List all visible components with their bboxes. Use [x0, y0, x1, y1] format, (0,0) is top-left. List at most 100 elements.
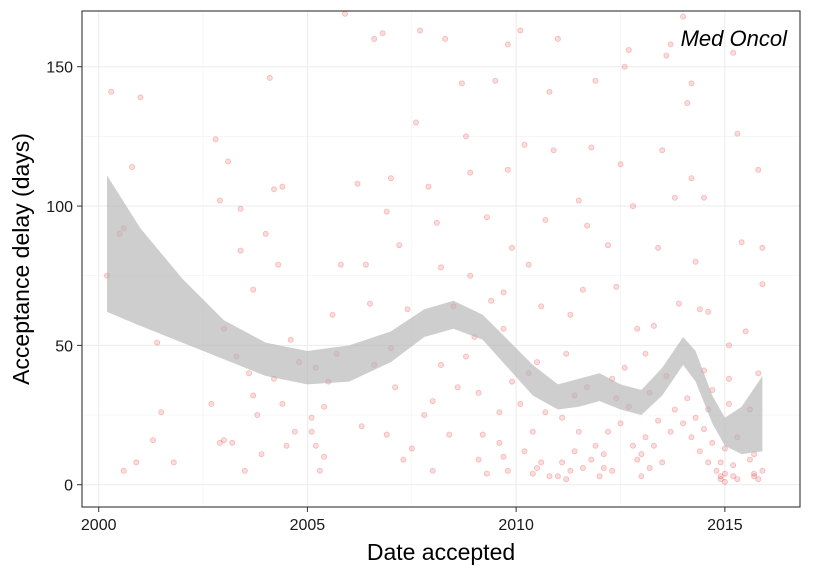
data-point	[312, 442, 319, 449]
data-point	[225, 158, 232, 165]
data-point	[287, 336, 294, 343]
data-point	[721, 470, 728, 477]
data-point	[316, 467, 323, 474]
y-tick-label: 100	[46, 199, 73, 216]
data-point	[650, 442, 657, 449]
data-point	[270, 186, 277, 193]
data-point	[730, 49, 737, 56]
data-point	[617, 420, 624, 427]
data-point	[220, 437, 227, 444]
data-point	[726, 342, 733, 349]
data-point	[429, 398, 436, 405]
data-point	[684, 395, 691, 402]
data-point	[559, 459, 566, 466]
data-point	[500, 453, 507, 460]
data-point	[709, 439, 716, 446]
data-point	[258, 451, 265, 458]
data-point	[554, 35, 561, 42]
x-tick-label: 2010	[498, 517, 534, 534]
data-point	[241, 467, 248, 474]
data-point	[442, 35, 449, 42]
data-point	[462, 353, 469, 360]
y-tick-label: 0	[64, 478, 73, 495]
data-point	[579, 286, 586, 293]
data-point	[701, 194, 708, 201]
data-point	[542, 216, 549, 223]
data-point	[254, 411, 261, 418]
data-point	[726, 400, 733, 407]
data-point	[500, 289, 507, 296]
data-point	[517, 27, 524, 34]
panel-border	[81, 10, 801, 508]
data-point	[408, 445, 415, 452]
data-point	[625, 47, 632, 54]
x-tick-label: 2015	[707, 517, 743, 534]
data-point	[245, 370, 252, 377]
data-point	[412, 119, 419, 126]
data-point	[717, 473, 724, 480]
data-point	[609, 467, 616, 474]
data-point	[638, 451, 645, 458]
x-axis-ticks: 2000 2005 2010 2015	[81, 507, 743, 534]
data-point	[475, 389, 482, 396]
data-point	[546, 88, 553, 95]
data-point	[675, 300, 682, 307]
data-point	[467, 169, 474, 176]
data-point	[546, 473, 553, 480]
data-point	[120, 467, 127, 474]
data-point	[158, 409, 165, 416]
data-point	[358, 423, 365, 430]
data-point	[538, 303, 545, 310]
data-point	[642, 350, 649, 357]
data-point	[483, 214, 490, 221]
data-point	[638, 473, 645, 480]
data-point	[383, 208, 390, 215]
data-point	[663, 52, 670, 59]
data-point	[592, 442, 599, 449]
data-point	[671, 194, 678, 201]
data-point	[738, 239, 745, 246]
data-point	[567, 467, 574, 474]
data-point	[730, 462, 737, 469]
y-tick-label: 150	[46, 60, 73, 77]
data-point	[496, 409, 503, 416]
data-point	[500, 325, 507, 332]
data-point	[266, 74, 273, 81]
data-point	[696, 306, 703, 313]
y-axis-title: Acceptance delay (days)	[8, 133, 34, 385]
data-point	[371, 35, 378, 42]
data-point	[137, 94, 144, 101]
data-point	[605, 428, 612, 435]
data-point	[567, 311, 574, 318]
data-point	[621, 63, 628, 70]
data-point	[425, 183, 432, 190]
data-point	[538, 459, 545, 466]
data-point	[437, 361, 444, 368]
data-point	[504, 467, 511, 474]
data-point	[475, 456, 482, 463]
data-point	[592, 77, 599, 84]
data-point	[554, 473, 561, 480]
data-point	[705, 459, 712, 466]
data-point	[621, 364, 628, 371]
data-point	[605, 242, 612, 249]
data-point	[617, 161, 624, 168]
data-point	[688, 175, 695, 182]
data-point	[479, 431, 486, 438]
data-point	[588, 456, 595, 463]
data-point	[613, 283, 620, 290]
data-point	[726, 375, 733, 382]
data-point	[508, 244, 515, 251]
smooth-confidence-band	[107, 175, 763, 455]
data-point	[504, 41, 511, 48]
x-tick-label: 2000	[81, 517, 117, 534]
data-point	[446, 431, 453, 438]
data-point	[321, 453, 328, 460]
data-point	[216, 439, 223, 446]
data-point	[454, 384, 461, 391]
x-axis-title: Date accepted	[367, 539, 515, 565]
y-axis-ticks: 0 50 100 150	[46, 60, 82, 495]
data-point	[667, 428, 674, 435]
data-point	[759, 244, 766, 251]
data-point	[671, 406, 678, 413]
